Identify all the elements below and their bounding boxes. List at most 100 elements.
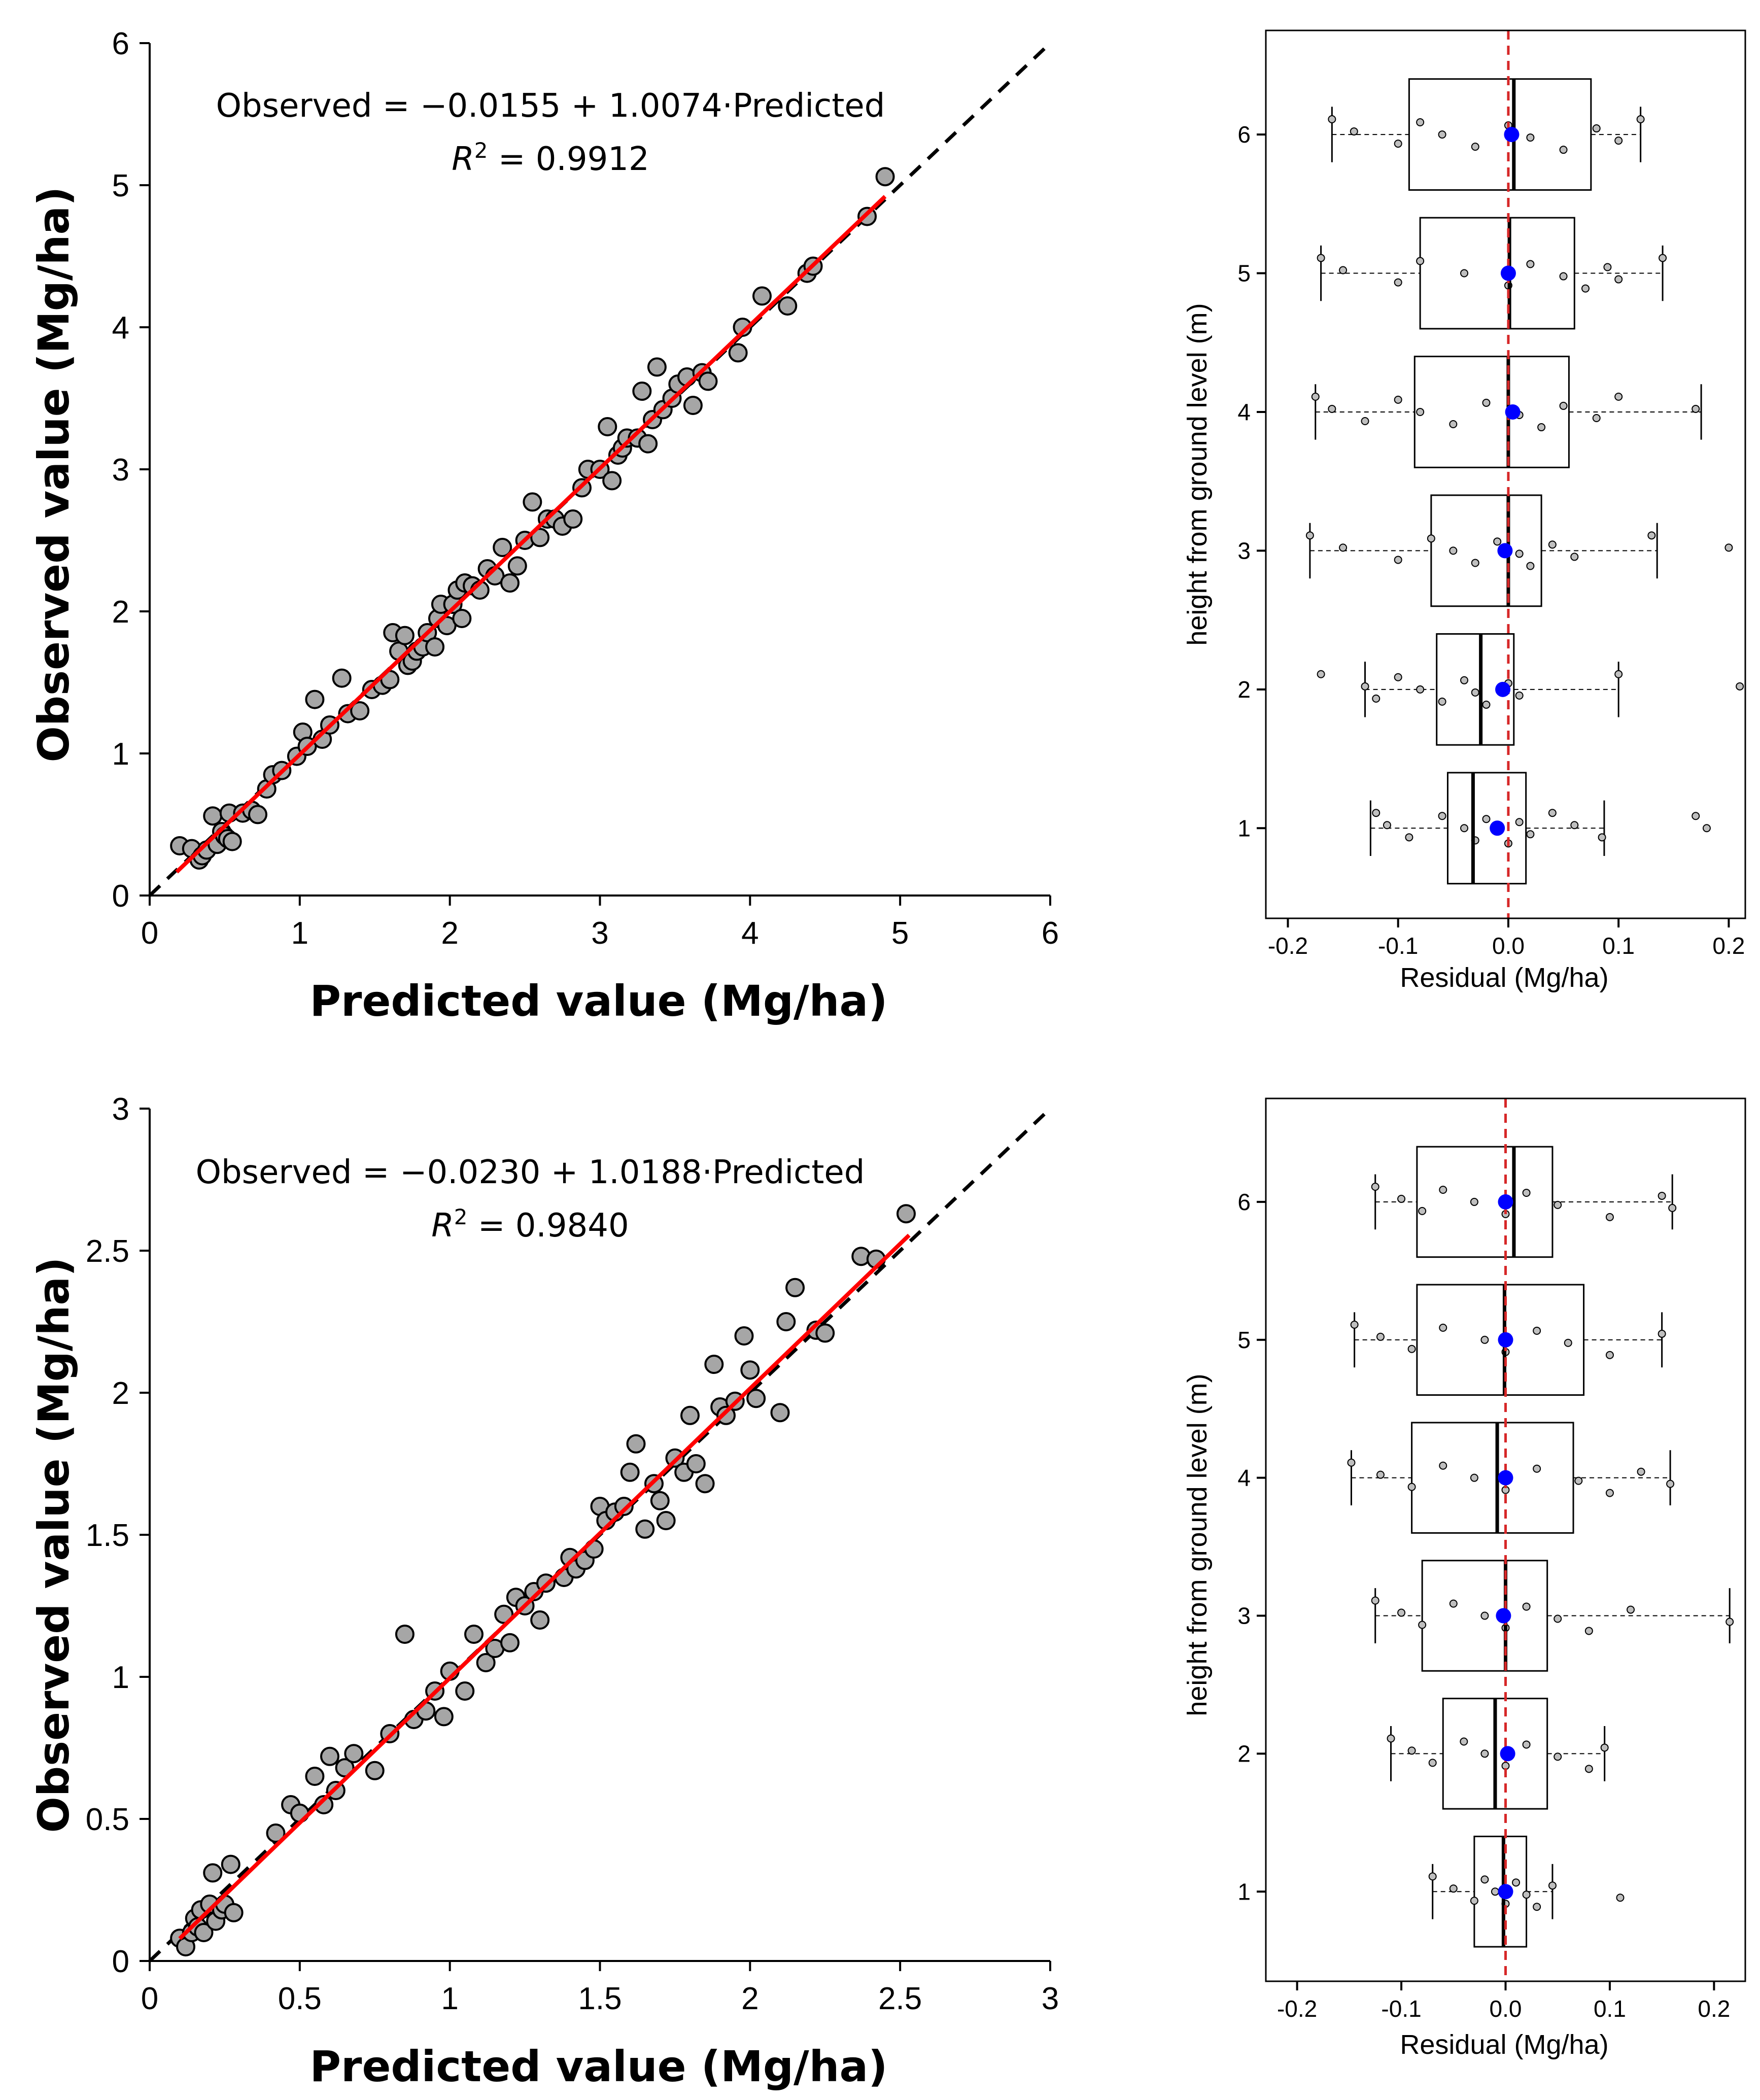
data-point (507, 556, 527, 576)
y-axis-title-top: Observed value (Mg/ha) (29, 187, 79, 763)
x-tick-label: 1 (441, 1981, 458, 2016)
residual-point (1376, 1470, 1385, 1479)
x-axis-title-top: Predicted value (Mg/ha) (309, 976, 887, 1026)
residual-point (1317, 670, 1325, 678)
data-point (704, 1355, 724, 1374)
residual-point (1537, 423, 1546, 432)
data-point (778, 296, 798, 316)
x-tick-label: 4 (741, 916, 758, 951)
x-tick-label: 0.5 (278, 1981, 322, 2016)
residual-boxplot-top: -0.2 -0.1 0.0 0.1 0.2 1 2 3 4 5 6 Residual (Mg/ha)… (1182, 29, 1746, 993)
iqr-box (1416, 1146, 1554, 1258)
y-tick-label: 1 (1237, 815, 1251, 841)
iqr-box (1408, 78, 1592, 191)
y-tick-label: 2.5 (86, 1234, 129, 1269)
residual-boxplot-bottom: -0.2 -0.1 0.0 0.1 0.2 1 2 3 4 5 6 Residual (Mg/ha)… (1182, 1097, 1746, 2060)
boxplot-area-bottom (1347, 1098, 1734, 1981)
data-point (314, 1795, 334, 1814)
residual-point (1692, 404, 1700, 413)
iqr-box (1446, 772, 1527, 885)
x-tick-label: 1 (291, 916, 308, 951)
residual-point (1418, 1621, 1427, 1629)
y-tick-label: 6 (1237, 121, 1251, 148)
data-point (248, 805, 267, 824)
residual-point (1598, 833, 1606, 842)
boxplot-area-top (1305, 30, 1744, 918)
x-tick-label: 0.1 (1594, 1995, 1626, 2022)
scatter-panel-bottom: 0 0.5 1 1.5 2 2.5 3 0 0.5 1 1.5 2 2.5 3 Observed = −0… (29, 1092, 1059, 2091)
mean-marker (1505, 404, 1521, 420)
residual-point (1692, 812, 1700, 820)
data-point (222, 832, 242, 851)
residual-point (1394, 278, 1402, 287)
residual-point (1554, 1200, 1562, 1209)
residual-point (1317, 254, 1325, 262)
data-point (770, 1403, 790, 1423)
data-point (530, 1610, 550, 1630)
data-point (221, 1854, 240, 1874)
residual-point (1659, 254, 1667, 262)
residual-point (1614, 275, 1623, 284)
data-point (785, 1278, 805, 1297)
iqr-box (1413, 356, 1570, 468)
residual-point (1397, 1194, 1406, 1203)
data-point (320, 1746, 339, 1766)
y-tick-label: 2 (1237, 1740, 1251, 1767)
residual-point (1480, 1749, 1489, 1758)
residual-point (1554, 1752, 1562, 1761)
residual-point (1416, 685, 1425, 694)
data-point (695, 1474, 715, 1494)
data-point (740, 1360, 760, 1380)
x-tick-label: 0.0 (1492, 933, 1525, 959)
data-point (500, 1633, 520, 1653)
residual-point (1439, 1323, 1447, 1332)
y-tick-label: 4 (112, 311, 129, 346)
residual-point (1522, 1890, 1531, 1899)
residual-point (1438, 697, 1446, 706)
residual-point (1559, 272, 1568, 281)
y-axis-title-bottom: Observed value (Mg/ha) (29, 1257, 79, 1833)
data-point (733, 318, 752, 337)
residual-point (1515, 818, 1524, 827)
data-point (776, 1312, 796, 1331)
residual-point (1394, 140, 1402, 148)
data-point (620, 1462, 640, 1482)
residual-point (1548, 1881, 1557, 1890)
residual-point (1416, 407, 1425, 416)
residual-point (1559, 146, 1568, 154)
residual-point (1515, 691, 1524, 700)
residual-y-title-bottom: height from ground level (m) (1182, 1373, 1213, 1716)
residual-point (1407, 1746, 1416, 1755)
residual-point (1600, 1743, 1609, 1752)
boxplot-axes-bottom: -0.2 -0.1 0.0 0.1 0.2 1 2 3 4 5 6 (1237, 1097, 1746, 2022)
mean-marker (1498, 1470, 1513, 1486)
data-point (434, 1707, 454, 1727)
x-tick-label: 5 (891, 916, 909, 951)
regression-line (178, 1233, 911, 1940)
data-point (656, 1511, 676, 1530)
residual-point (1350, 1320, 1359, 1329)
data-point (647, 357, 667, 377)
residual-point (1736, 682, 1744, 691)
scatter-axes-bottom: 0 0.5 1 1.5 2 2.5 3 0 0.5 1 1.5 2 2.5 3 (86, 1092, 1059, 2016)
x-tick-label: 0.2 (1712, 933, 1745, 959)
r2-label-top: R2 = 0.9912 (452, 138, 649, 179)
y-tick-label: 0 (112, 879, 129, 914)
residual-point (1480, 1875, 1489, 1884)
data-point (500, 573, 520, 593)
data-point (746, 1389, 766, 1408)
residual-point (1449, 546, 1458, 555)
y-tick-label: 0.5 (86, 1802, 129, 1837)
data-point (698, 371, 718, 391)
residual-point (1592, 414, 1601, 422)
data-point (425, 637, 445, 657)
residual-point (1724, 543, 1733, 552)
y-tick-label: 5 (1237, 260, 1251, 287)
data-point (332, 668, 352, 688)
data-point (493, 538, 512, 557)
residual-point (1614, 670, 1623, 678)
y-tick-label: 1 (112, 737, 129, 772)
residual-point (1570, 821, 1579, 830)
x-tick-label: 0.2 (1698, 1995, 1730, 2022)
r2-label-bottom: R2 = 0.9840 (431, 1204, 629, 1245)
